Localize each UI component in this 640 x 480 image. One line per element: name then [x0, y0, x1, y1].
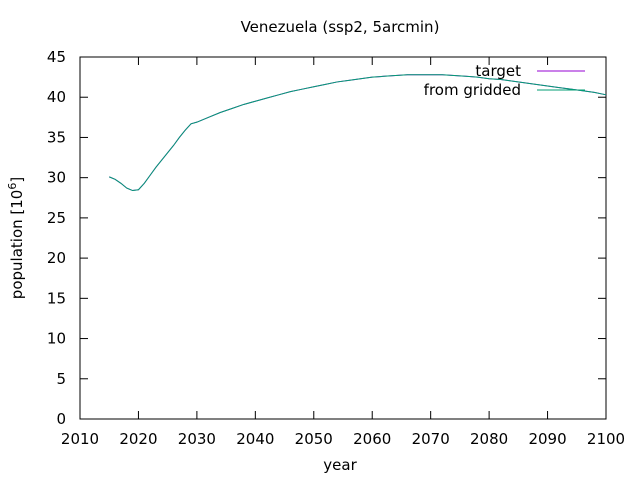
x-tick-label: 2070	[412, 430, 450, 448]
x-tick-label: 2030	[178, 430, 216, 448]
x-axis-ticks: 2010 2020 2030 2040 2050 2060 2070 2080 2090 2100	[61, 57, 625, 448]
series-layer	[109, 74, 607, 192]
x-tick-label: 2040	[236, 430, 274, 448]
y-tick-label: 30	[47, 169, 66, 187]
x-tick-label: 2060	[353, 430, 391, 448]
y-tick-label: 20	[47, 249, 66, 267]
x-axis-label: year	[323, 456, 357, 474]
legend-label: target	[475, 62, 521, 80]
x-tick-label: 2080	[470, 430, 508, 448]
chart-title: Venezuela (ssp2, 5arcmin)	[241, 18, 440, 36]
legend-label: from gridded	[424, 81, 521, 99]
x-tick-label: 2050	[295, 430, 333, 448]
x-tick-label: 2100	[587, 430, 625, 448]
x-tick-label: 2090	[528, 430, 566, 448]
y-tick-label: 5	[56, 370, 66, 388]
y-tick-label: 35	[47, 128, 66, 146]
plot-frame	[79, 56, 607, 420]
y-tick-label: 25	[47, 209, 66, 227]
y-axis-label: population [106]	[6, 177, 26, 299]
y-tick-label: 40	[47, 88, 66, 106]
y-tick-label: 0	[56, 410, 66, 428]
y-axis-ticks: 0 5 10 15 20 25 30 35 40 45	[47, 48, 606, 428]
series-line-from-gridded	[109, 74, 607, 192]
y-tick-label: 15	[47, 289, 66, 307]
y-tick-label: 10	[47, 330, 66, 348]
x-tick-label: 2020	[119, 430, 157, 448]
x-tick-label: 2010	[61, 430, 99, 448]
y-tick-label: 45	[47, 48, 66, 66]
